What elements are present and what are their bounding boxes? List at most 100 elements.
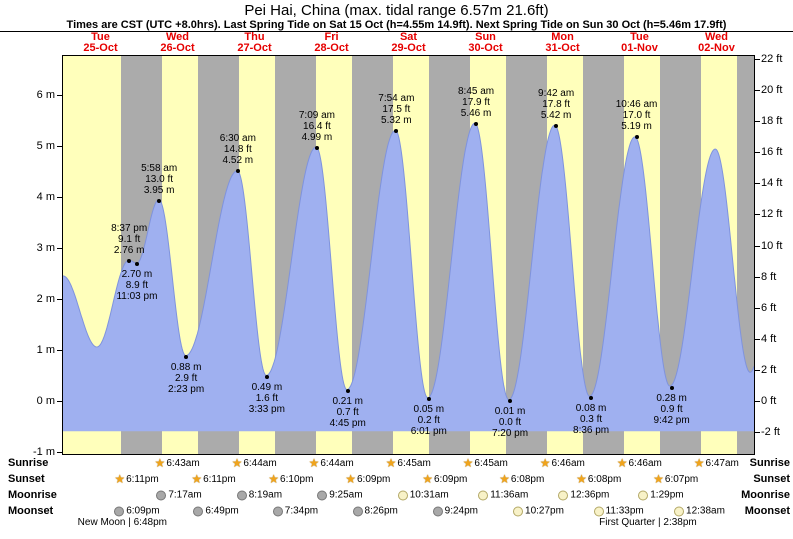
event-time: 6:09pm — [433, 473, 468, 485]
moonset-event: 9:24pm — [432, 505, 479, 517]
sunset-event: ★ 6:08pm — [576, 473, 621, 485]
moonrise-event: 7:17am — [156, 490, 202, 501]
y-axis-left-tick — [57, 95, 62, 96]
y-axis-left-label: 2 m — [36, 293, 55, 305]
header-divider — [0, 31, 793, 32]
tide-extreme-dot — [426, 397, 431, 402]
sunrise-event: ★ 6:46am — [617, 457, 662, 469]
sun-icon: ★ — [308, 456, 320, 470]
annotation-line: 0.9 ft — [660, 403, 683, 415]
tide-extreme-dot — [394, 128, 399, 133]
annotation-line: 0.0 ft — [498, 417, 522, 429]
annotation-line: 0.2 ft — [417, 415, 440, 427]
tide-extreme-dot — [345, 389, 350, 394]
annotation-line: 0.08 m — [575, 402, 607, 414]
moonrise-event: 11:36am — [478, 490, 528, 501]
annotation-line: 5.46 m — [460, 107, 492, 119]
annotation-line: 0.05 m — [413, 404, 445, 416]
tide-extreme-dot — [264, 375, 269, 379]
tide-extreme-dot — [184, 355, 189, 360]
moon-icon — [513, 506, 524, 516]
y-axis-right-tick — [755, 214, 760, 216]
moon-icon — [674, 506, 685, 516]
sun-icon: ★ — [422, 472, 433, 486]
tide-low-annotation: 0.21 m 0.7 ft 4:45 pm — [330, 396, 366, 429]
tide-extreme-dot — [589, 395, 594, 400]
sunrise-event: ★ 6:44am — [309, 457, 354, 469]
tide-extreme-dot — [508, 399, 513, 404]
sunrise-event: ★ 6:47am — [694, 457, 739, 469]
tide-low-annotation: 2.70 m 8.9 ft 11:03 pm — [116, 269, 157, 302]
event-time: 6:47am — [705, 457, 739, 469]
moonrise-event: 12:36pm — [558, 490, 609, 501]
row-label-right-sunset: Sunset — [753, 473, 790, 485]
annotation-line: 2.70 m — [121, 269, 153, 281]
annotation-line: 9.1 ft — [118, 234, 141, 246]
event-time: 10:27pm — [525, 505, 564, 517]
day-label: Thu 27-Oct — [237, 32, 271, 54]
event-time: 8:26pm — [364, 505, 398, 517]
y-axis-right-label: 6 ft — [761, 301, 777, 314]
tide-extreme-dot — [554, 123, 559, 128]
event-time: 6:44am — [243, 457, 277, 469]
moon-icon — [593, 506, 604, 516]
sunset-event: ★ 6:09pm — [345, 473, 390, 485]
event-time: 6:45am — [397, 457, 431, 469]
sunrise-event: ★ 6:44am — [232, 457, 277, 469]
tide-extreme-dot — [157, 198, 162, 203]
moonset-event: 7:34pm — [272, 506, 318, 517]
tide-extreme-dot — [474, 121, 479, 126]
moon-icon — [272, 506, 283, 516]
event-time: 6:09pm — [126, 505, 160, 517]
sunrise-event: ★ 6:46am — [540, 457, 585, 469]
annotation-line: 0.01 m — [494, 406, 526, 418]
y-axis-right-label: 4 ft — [761, 332, 777, 345]
moonset-event: 6:09pm — [114, 505, 160, 517]
event-time: 9:24pm — [444, 505, 479, 517]
tide-high-annotation: 7:54 am 17.5 ft 5.32 m — [378, 93, 414, 126]
moonset-event: 6:49pm — [193, 506, 239, 517]
row-label-left-moonset: Moonset — [8, 505, 54, 517]
annotation-line: 9:42 am — [538, 87, 575, 99]
y-axis-left-tick — [57, 452, 62, 453]
day-date: 26-Oct — [160, 42, 195, 54]
moon-icon — [317, 490, 328, 500]
sunset-event: ★ 6:07pm — [653, 473, 698, 485]
moonset-event: 10:27pm — [513, 506, 564, 517]
y-axis-right-label: 14 ft — [761, 177, 783, 190]
annotation-line: 17.8 ft — [542, 98, 571, 110]
plot-area: 8:37 pm 9.1 ft 2.76 m 2.70 m 8.9 ft 11:03 pm 5… — [62, 55, 755, 455]
event-time: 6:46am — [628, 457, 662, 469]
tide-low-annotation: 0.49 m 1.6 ft 3:33 pm — [249, 382, 285, 415]
moonset-event: 11:33pm — [593, 505, 644, 517]
day-label: Mon 31-Oct — [545, 32, 579, 54]
event-time: 11:33pm — [605, 505, 644, 517]
moon-icon — [432, 506, 443, 516]
event-time: 6:43am — [166, 457, 200, 469]
y-axis-right-label: 2 ft — [761, 363, 777, 376]
sunrise-event: ★ 6:45am — [463, 457, 508, 469]
sunrise-event: ★ 6:45am — [386, 457, 431, 469]
y-axis-right-tick — [755, 307, 760, 309]
annotation-line: 17.0 ft — [622, 110, 651, 122]
sun-icon: ★ — [268, 472, 280, 486]
sunset-event: ★ 6:11pm — [114, 473, 158, 485]
tide-extreme-dot — [235, 169, 240, 174]
day-name: Sun — [475, 31, 496, 43]
moon-icon — [114, 506, 125, 516]
annotation-line: 8.9 ft — [125, 280, 149, 292]
sun-icon: ★ — [539, 456, 551, 470]
y-axis-right-label: 16 ft — [761, 146, 783, 159]
row-label-left-moonrise: Moonrise — [8, 489, 57, 501]
day-date: 25-Oct — [83, 42, 118, 54]
event-time: 6:08pm — [587, 473, 622, 485]
event-time: 6:45am — [474, 457, 508, 469]
annotation-line: 4.99 m — [301, 131, 333, 143]
annotation-line: 16.4 ft — [303, 120, 331, 132]
annotation-line: 5.32 m — [381, 114, 412, 126]
y-axis-left-tick — [57, 248, 62, 249]
annotation-line: 0.3 ft — [579, 413, 603, 425]
annotation-line: 0.7 ft — [336, 407, 359, 419]
row-label-left-sunrise: Sunrise — [8, 457, 49, 469]
